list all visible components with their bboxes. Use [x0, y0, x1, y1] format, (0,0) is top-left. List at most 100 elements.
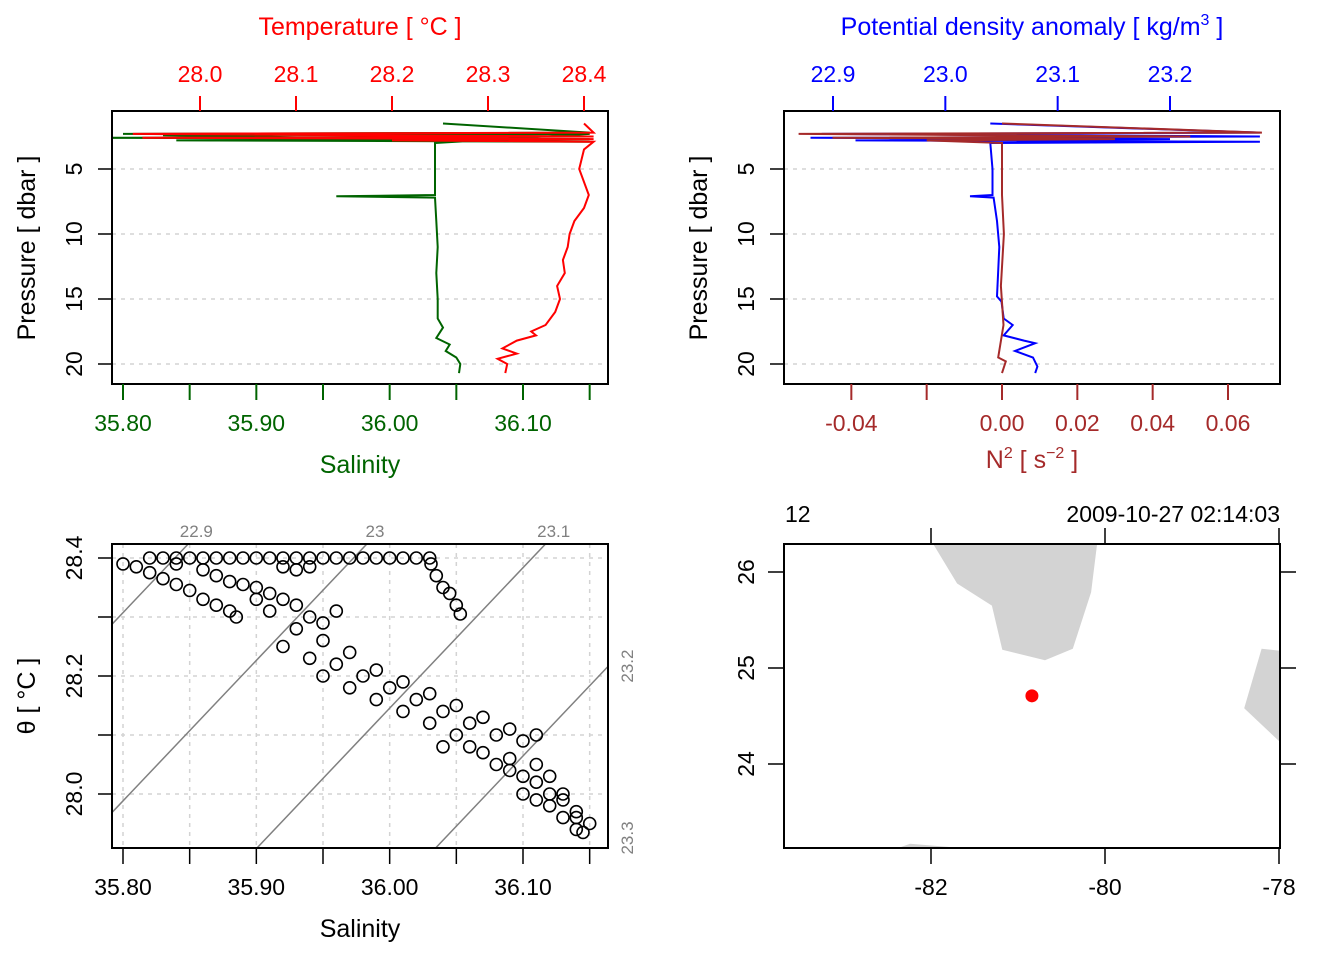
ts-point	[529, 757, 544, 772]
ts-point	[516, 787, 530, 801]
ts-point	[489, 757, 504, 772]
ts-point	[276, 551, 290, 565]
ts-point	[196, 562, 210, 577]
panel-station-map: -82 -80 -78 24 25 26	[733, 528, 1296, 900]
bottom-tick-label: 0.02	[1055, 410, 1100, 436]
profile-line-1	[798, 122, 1262, 374]
theta-axis-label: θ [ °C ]	[13, 658, 41, 735]
n2-axis-label: N2 [ s−2 ]	[986, 445, 1078, 474]
ts-point	[209, 598, 224, 613]
ts-point	[209, 568, 224, 583]
profile-line-0	[112, 122, 590, 374]
temperature-axis-label: Temperature [ °C ]	[258, 13, 461, 41]
bottom-tick-label: 36.00	[361, 874, 419, 900]
pressure-axis-label-2: Pressure [ dbar ]	[685, 156, 713, 341]
ts-point	[429, 568, 444, 583]
ts-point	[129, 559, 144, 574]
salinity-axis-label: Salinity	[320, 451, 401, 479]
isopycnal-label: 23.1	[537, 522, 570, 541]
bottom-tick-label: 35.80	[94, 410, 152, 436]
ts-point	[169, 577, 184, 592]
top-tick-label: 28.3	[466, 61, 511, 87]
ts-point	[396, 551, 410, 565]
bottom-tick-label: 35.90	[228, 874, 286, 900]
ts-point	[329, 604, 344, 618]
bottom-tick-label: -0.04	[825, 410, 878, 436]
y-tick-label: 28.2	[61, 654, 87, 699]
top-tick-label: 28.2	[370, 61, 415, 87]
ts-point	[276, 559, 290, 574]
top-tick-label: 22.9	[811, 61, 856, 87]
ts-point	[576, 825, 590, 840]
ts-point	[249, 551, 264, 565]
ts-point	[529, 775, 544, 790]
ts-point	[316, 633, 330, 648]
isopycnal-label: 23.2	[618, 650, 637, 683]
ts-point	[556, 793, 570, 807]
ts-point	[369, 551, 384, 565]
ts-point	[289, 598, 304, 613]
ts-point	[262, 586, 277, 601]
ts-point	[442, 586, 457, 601]
ts-point	[342, 551, 357, 565]
isopycnal-label: 22.9	[180, 522, 213, 541]
ts-point	[342, 680, 357, 695]
ts-point	[262, 604, 277, 618]
land-polygon	[1244, 648, 1280, 742]
ts-point	[289, 621, 304, 636]
ts-point	[329, 657, 344, 672]
ts-point	[382, 680, 397, 695]
station-marker	[1025, 689, 1039, 703]
isopycnal-label: 23	[366, 522, 385, 541]
plot-frame	[783, 543, 1281, 849]
y-tick-label: 15	[61, 286, 87, 312]
ts-point	[142, 565, 157, 580]
ts-point	[249, 592, 264, 607]
plot-frame	[111, 110, 609, 385]
ts-point	[529, 793, 544, 807]
ts-point	[302, 651, 317, 666]
bottom-tick-label: 0.04	[1130, 410, 1175, 436]
ts-point	[182, 551, 197, 565]
ts-point	[236, 551, 250, 565]
ts-point	[476, 745, 490, 760]
panel-ts-diagram: 22.9 23 23.1 23.2 23.3 35.80 35.90 36.00 36.10 28…	[61, 522, 637, 900]
ts-point	[169, 557, 184, 571]
ts-point	[289, 562, 304, 577]
ts-point	[396, 675, 410, 689]
isopycnal-line	[112, 544, 368, 814]
ts-point	[316, 669, 330, 683]
ts-point	[222, 574, 237, 589]
top-tick-label: 28.0	[178, 61, 223, 87]
ts-point	[276, 592, 290, 607]
density-axis-label: Potential density anomaly [ kg/m3 ]	[841, 12, 1224, 41]
top-tick-label: 28.1	[274, 61, 319, 87]
ts-point	[529, 728, 544, 742]
ts-point	[569, 822, 584, 837]
ts-point	[449, 698, 464, 713]
ts-point	[316, 616, 330, 630]
latitude-label: 25	[733, 655, 759, 681]
ts-point	[409, 692, 424, 707]
plot-frame	[783, 110, 1281, 385]
bottom-tick-label: 0.06	[1206, 410, 1251, 436]
ts-point	[276, 639, 290, 654]
longitude-label: -78	[1262, 874, 1295, 900]
ts-point	[449, 728, 464, 742]
longitude-label: -80	[1088, 874, 1121, 900]
bottom-tick-label: 35.80	[94, 874, 152, 900]
ts-point	[424, 557, 438, 571]
station-number: 12	[785, 501, 811, 527]
ts-point	[396, 704, 410, 719]
ts-point	[156, 551, 170, 565]
ts-point	[222, 551, 237, 565]
ts-point	[236, 577, 250, 592]
ts-point	[116, 557, 130, 571]
top-tick-label: 28.4	[562, 61, 607, 87]
bottom-tick-label: 35.90	[228, 410, 286, 436]
ts-point	[502, 751, 517, 766]
longitude-label: -82	[914, 874, 947, 900]
top-tick-label: 23.0	[923, 61, 968, 87]
y-tick-label: 15	[733, 286, 759, 312]
